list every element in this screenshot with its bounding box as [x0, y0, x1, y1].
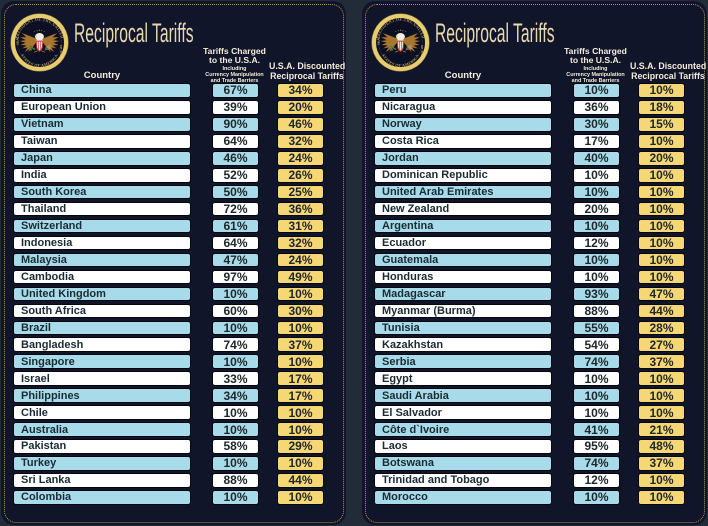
- svg-text:OF THE: OF THE: [59, 45, 63, 57]
- svg-text:SEAL: SEAL: [16, 36, 20, 45]
- svg-text:SEAL: SEAL: [377, 36, 381, 45]
- svg-text:OF THE: OF THE: [420, 45, 424, 57]
